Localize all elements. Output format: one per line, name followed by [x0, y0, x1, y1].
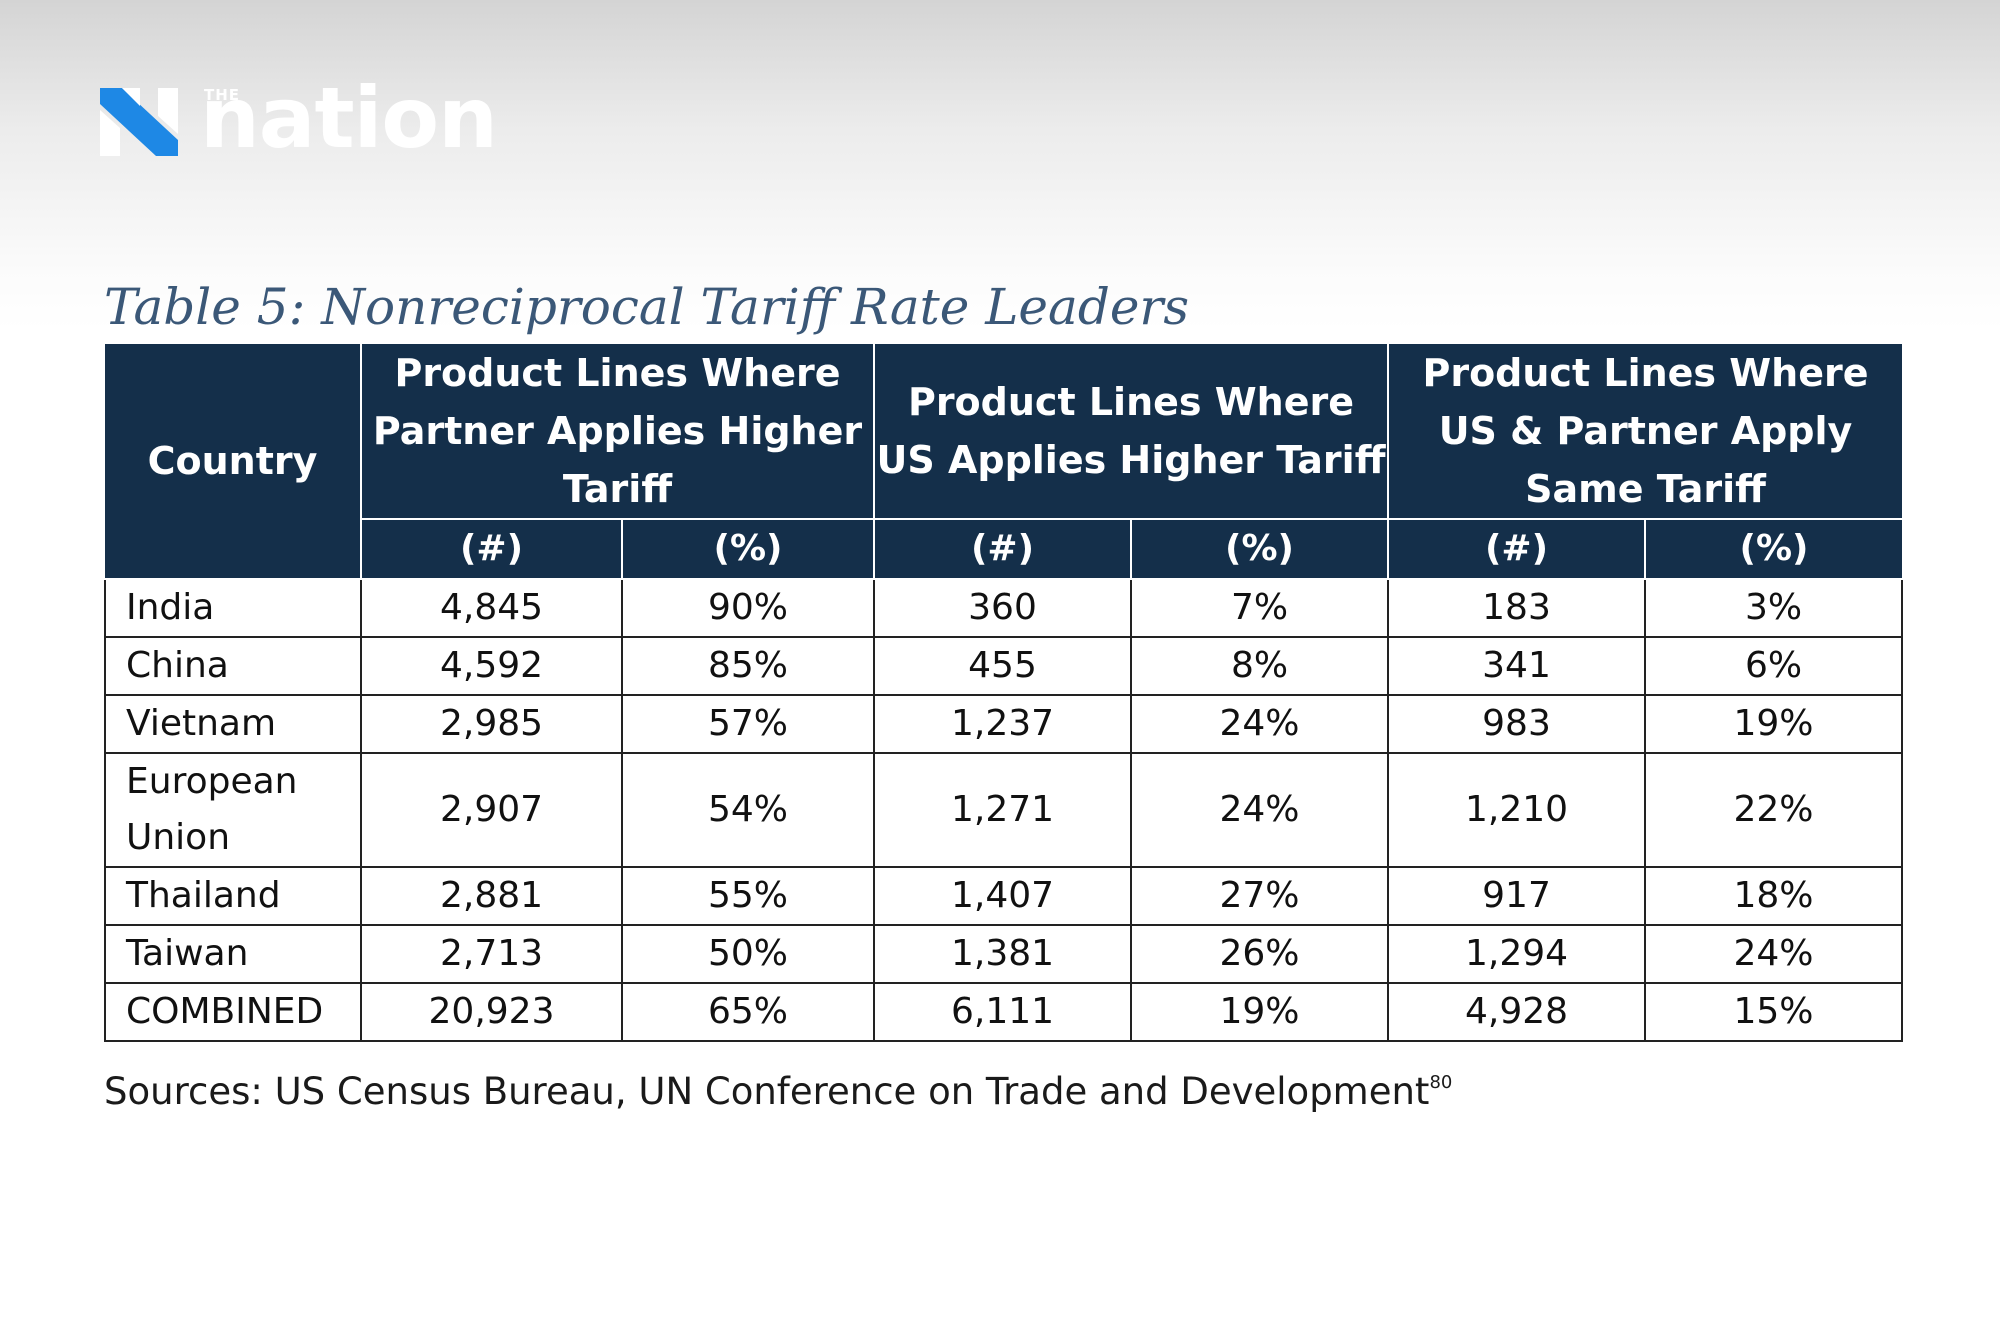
logo-wordmark: nation	[200, 69, 498, 167]
value-cell: 917	[1387, 866, 1646, 926]
country-cell: Taiwan	[104, 924, 362, 984]
value-cell: 15%	[1643, 982, 1904, 1042]
value-cell: 24%	[1130, 752, 1389, 868]
table-row: Vietnam 2,985 57% 1,237 24% 983 19%	[104, 694, 1904, 754]
source-text: Sources: US Census Bureau, UN Conference…	[104, 1070, 1430, 1113]
value-cell: 50%	[621, 924, 875, 984]
value-cell: 1,381	[873, 924, 1132, 984]
country-cell: European Union	[104, 752, 362, 868]
group-header-us-higher: Product Lines Where US Applies Higher Ta…	[873, 344, 1389, 520]
value-cell: 8%	[1130, 636, 1389, 696]
value-cell: 1,210	[1387, 752, 1646, 868]
table-row: China 4,592 85% 455 8% 341 6%	[104, 636, 1904, 696]
value-cell: 7%	[1130, 578, 1389, 638]
table-title: Table 5: Nonreciprocal Tariff Rate Leade…	[104, 278, 1189, 336]
value-cell: 4,592	[360, 636, 623, 696]
source-note: Sources: US Census Bureau, UN Conference…	[104, 1070, 1452, 1113]
value-cell: 24%	[1643, 924, 1904, 984]
value-cell: 2,985	[360, 694, 623, 754]
subheader-count: (#)	[873, 519, 1132, 580]
country-cell: COMBINED	[104, 982, 362, 1042]
group-header-partner-higher: Product Lines Where Partner Applies High…	[360, 344, 875, 520]
source-footnote-marker: 80	[1429, 1072, 1453, 1093]
value-cell: 55%	[621, 866, 875, 926]
subheader-count: (#)	[360, 519, 623, 580]
value-cell: 2,907	[360, 752, 623, 868]
logo-the-text: THE	[204, 86, 241, 104]
value-cell: 27%	[1130, 866, 1389, 926]
value-cell: 4,845	[360, 578, 623, 638]
value-cell: 3%	[1643, 578, 1904, 638]
value-cell: 54%	[621, 752, 875, 868]
value-cell: 1,271	[873, 752, 1132, 868]
value-cell: 183	[1387, 578, 1646, 638]
value-cell: 455	[873, 636, 1132, 696]
value-cell: 24%	[1130, 694, 1389, 754]
value-cell: 85%	[621, 636, 875, 696]
table-row: Thailand 2,881 55% 1,407 27% 917 18%	[104, 866, 1904, 926]
value-cell: 2,881	[360, 866, 623, 926]
value-cell: 26%	[1130, 924, 1389, 984]
table-row-combined: COMBINED 20,923 65% 6,111 19% 4,928 15%	[104, 982, 1904, 1042]
value-cell: 19%	[1643, 694, 1904, 754]
value-cell: 1,237	[873, 694, 1132, 754]
value-cell: 19%	[1130, 982, 1389, 1042]
value-cell: 360	[873, 578, 1132, 638]
value-cell: 18%	[1643, 866, 1904, 926]
value-cell: 2,713	[360, 924, 623, 984]
table-row: India 4,845 90% 360 7% 183 3%	[104, 578, 1904, 638]
value-cell: 983	[1387, 694, 1646, 754]
nation-n-icon	[100, 88, 178, 156]
table-row: Taiwan 2,713 50% 1,381 26% 1,294 24%	[104, 924, 1904, 984]
subheader-percent: (%)	[621, 519, 875, 580]
subheader-percent: (%)	[1130, 519, 1389, 580]
value-cell: 22%	[1643, 752, 1904, 868]
country-header: Country	[105, 344, 362, 580]
group-header-same-tariff: Product Lines Where US & Partner Apply S…	[1386, 344, 1903, 520]
value-cell: 1,294	[1387, 924, 1646, 984]
value-cell: 65%	[621, 982, 875, 1042]
value-cell: 4,928	[1387, 982, 1646, 1042]
country-cell: India	[104, 578, 362, 638]
value-cell: 6%	[1643, 636, 1904, 696]
value-cell: 20,923	[360, 982, 623, 1042]
value-cell: 341	[1387, 636, 1646, 696]
country-cell: China	[104, 636, 362, 696]
subheader-percent: (%)	[1643, 519, 1903, 580]
value-cell: 57%	[621, 694, 875, 754]
value-cell: 1,407	[873, 866, 1132, 926]
value-cell: 90%	[621, 578, 875, 638]
value-cell: 6,111	[873, 982, 1132, 1042]
country-cell: Thailand	[104, 866, 362, 926]
table-row: European Union 2,907 54% 1,271 24% 1,210…	[104, 752, 1904, 868]
tariff-table: Country Product Lines Where Partner Appl…	[104, 344, 1904, 1042]
country-cell: Vietnam	[104, 694, 362, 754]
subheader-count: (#)	[1387, 519, 1646, 580]
